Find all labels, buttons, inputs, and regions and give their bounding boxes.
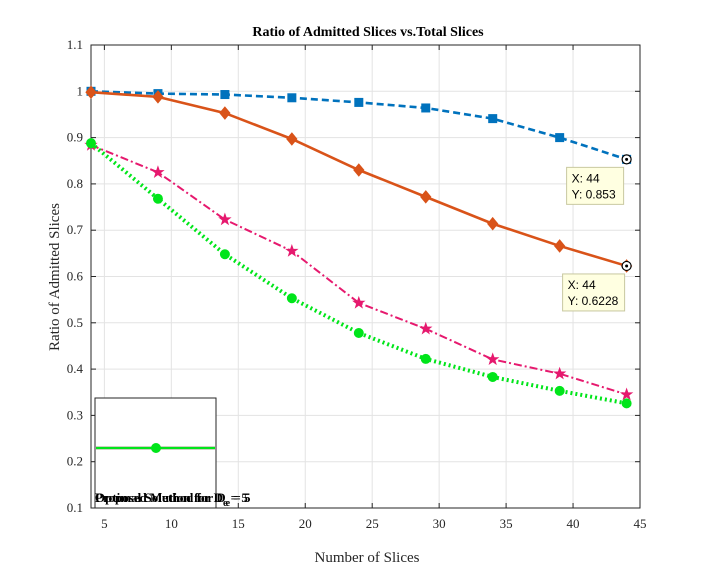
series-0-marker — [421, 103, 431, 113]
datatip[interactable]: X: 44 Y: 0.6228 — [562, 260, 632, 312]
x-tick-label: 5 — [101, 516, 108, 531]
series-1-marker — [152, 90, 164, 104]
series-2-marker — [352, 295, 366, 309]
legend-marker — [151, 443, 161, 453]
x-tick-label: 30 — [433, 516, 446, 531]
y-tick-label: 0.8 — [67, 176, 83, 191]
datatip[interactable]: X: 44 Y: 0.853 — [566, 154, 632, 205]
y-tick-label: 0.2 — [67, 454, 83, 469]
datatip-anchor-dot — [625, 157, 629, 161]
series-1-marker — [85, 85, 97, 100]
series-2-marker — [486, 352, 500, 366]
datatip-box — [566, 166, 625, 205]
series-0-marker — [220, 90, 230, 100]
series-2-marker — [218, 212, 232, 226]
series-3-marker — [487, 371, 498, 382]
series-0-marker — [488, 114, 498, 124]
series-1-marker — [487, 216, 499, 231]
series-0-marker — [287, 93, 297, 103]
datatip-anchor-dot — [625, 264, 629, 268]
series-2-marker — [151, 165, 165, 179]
x-tick-label: 35 — [500, 516, 513, 531]
y-tick-label: 0.6 — [67, 269, 84, 284]
series-2-marker — [619, 387, 634, 401]
x-tick-label: 15 — [232, 516, 245, 531]
series-3-marker — [152, 193, 163, 204]
y-tick-label: 0.7 — [67, 222, 84, 237]
axis-ticks: 0.1 0.2 0.3 0.4 0.5 0.6 0.7 0.8 0.9 1 1.1 5 10 15 20 25… — [67, 37, 647, 531]
series-1-marker — [554, 239, 566, 253]
y-axis-label: Ratio of Admitted Slices — [47, 203, 63, 351]
series-0-marker — [354, 97, 364, 107]
y-tick-label: 0.1 — [67, 500, 83, 515]
series-3-marker — [621, 398, 632, 409]
legend-entry-text: Proposed Method for De = 5 — [95, 490, 251, 509]
series-3-marker — [219, 249, 230, 260]
series-3-marker — [353, 327, 364, 338]
x-tick-label: 40 — [567, 516, 580, 531]
series-1-marker — [219, 106, 231, 120]
x-tick-label: 20 — [299, 516, 312, 531]
datatip-box — [562, 273, 626, 312]
series-3-marker — [420, 353, 431, 364]
series-3 — [86, 138, 632, 409]
datatip-x: X: 44 — [572, 171, 600, 185]
series-2-marker — [419, 321, 433, 335]
series-1-marker — [286, 132, 298, 146]
y-tick-label: 1.1 — [67, 37, 83, 52]
x-tick-label: 45 — [634, 516, 647, 531]
chart-title: Ratio of Admitted Slices vs.Total Slices — [252, 25, 484, 40]
series-3-marker — [554, 385, 565, 396]
datatips-group: X: 44 Y: 0.853 X: 44 Y: 0.6228 — [562, 154, 632, 312]
legend-entry-text: Optimal Solution for De = 5 — [95, 490, 248, 509]
series-0-marker — [555, 133, 565, 143]
series-3-line — [89, 141, 627, 406]
series-1-marker — [420, 190, 432, 204]
y-tick-label: 0.4 — [67, 361, 84, 376]
x-tick-label: 10 — [165, 516, 178, 531]
series-3-marker — [86, 138, 96, 149]
series-2-marker — [552, 366, 567, 380]
datatip-y: Y: 0.6228 — [568, 294, 619, 308]
datatip-x: X: 44 — [568, 278, 596, 292]
y-tick-label: 0.9 — [67, 130, 83, 145]
y-tick-label: 0.3 — [67, 407, 83, 422]
legend-box — [94, 397, 217, 509]
y-tick-label: 0.5 — [67, 315, 83, 330]
series-2-marker — [285, 244, 299, 257]
series-1-marker — [353, 163, 365, 177]
series-3-marker — [286, 293, 297, 304]
datatip-y: Y: 0.853 — [572, 187, 616, 201]
series-2-line — [90, 144, 627, 396]
series-group — [84, 85, 634, 409]
y-tick-label: 1 — [77, 83, 84, 98]
x-axis-label: Number of Slices — [315, 550, 420, 566]
x-tick-label: 25 — [366, 516, 379, 531]
